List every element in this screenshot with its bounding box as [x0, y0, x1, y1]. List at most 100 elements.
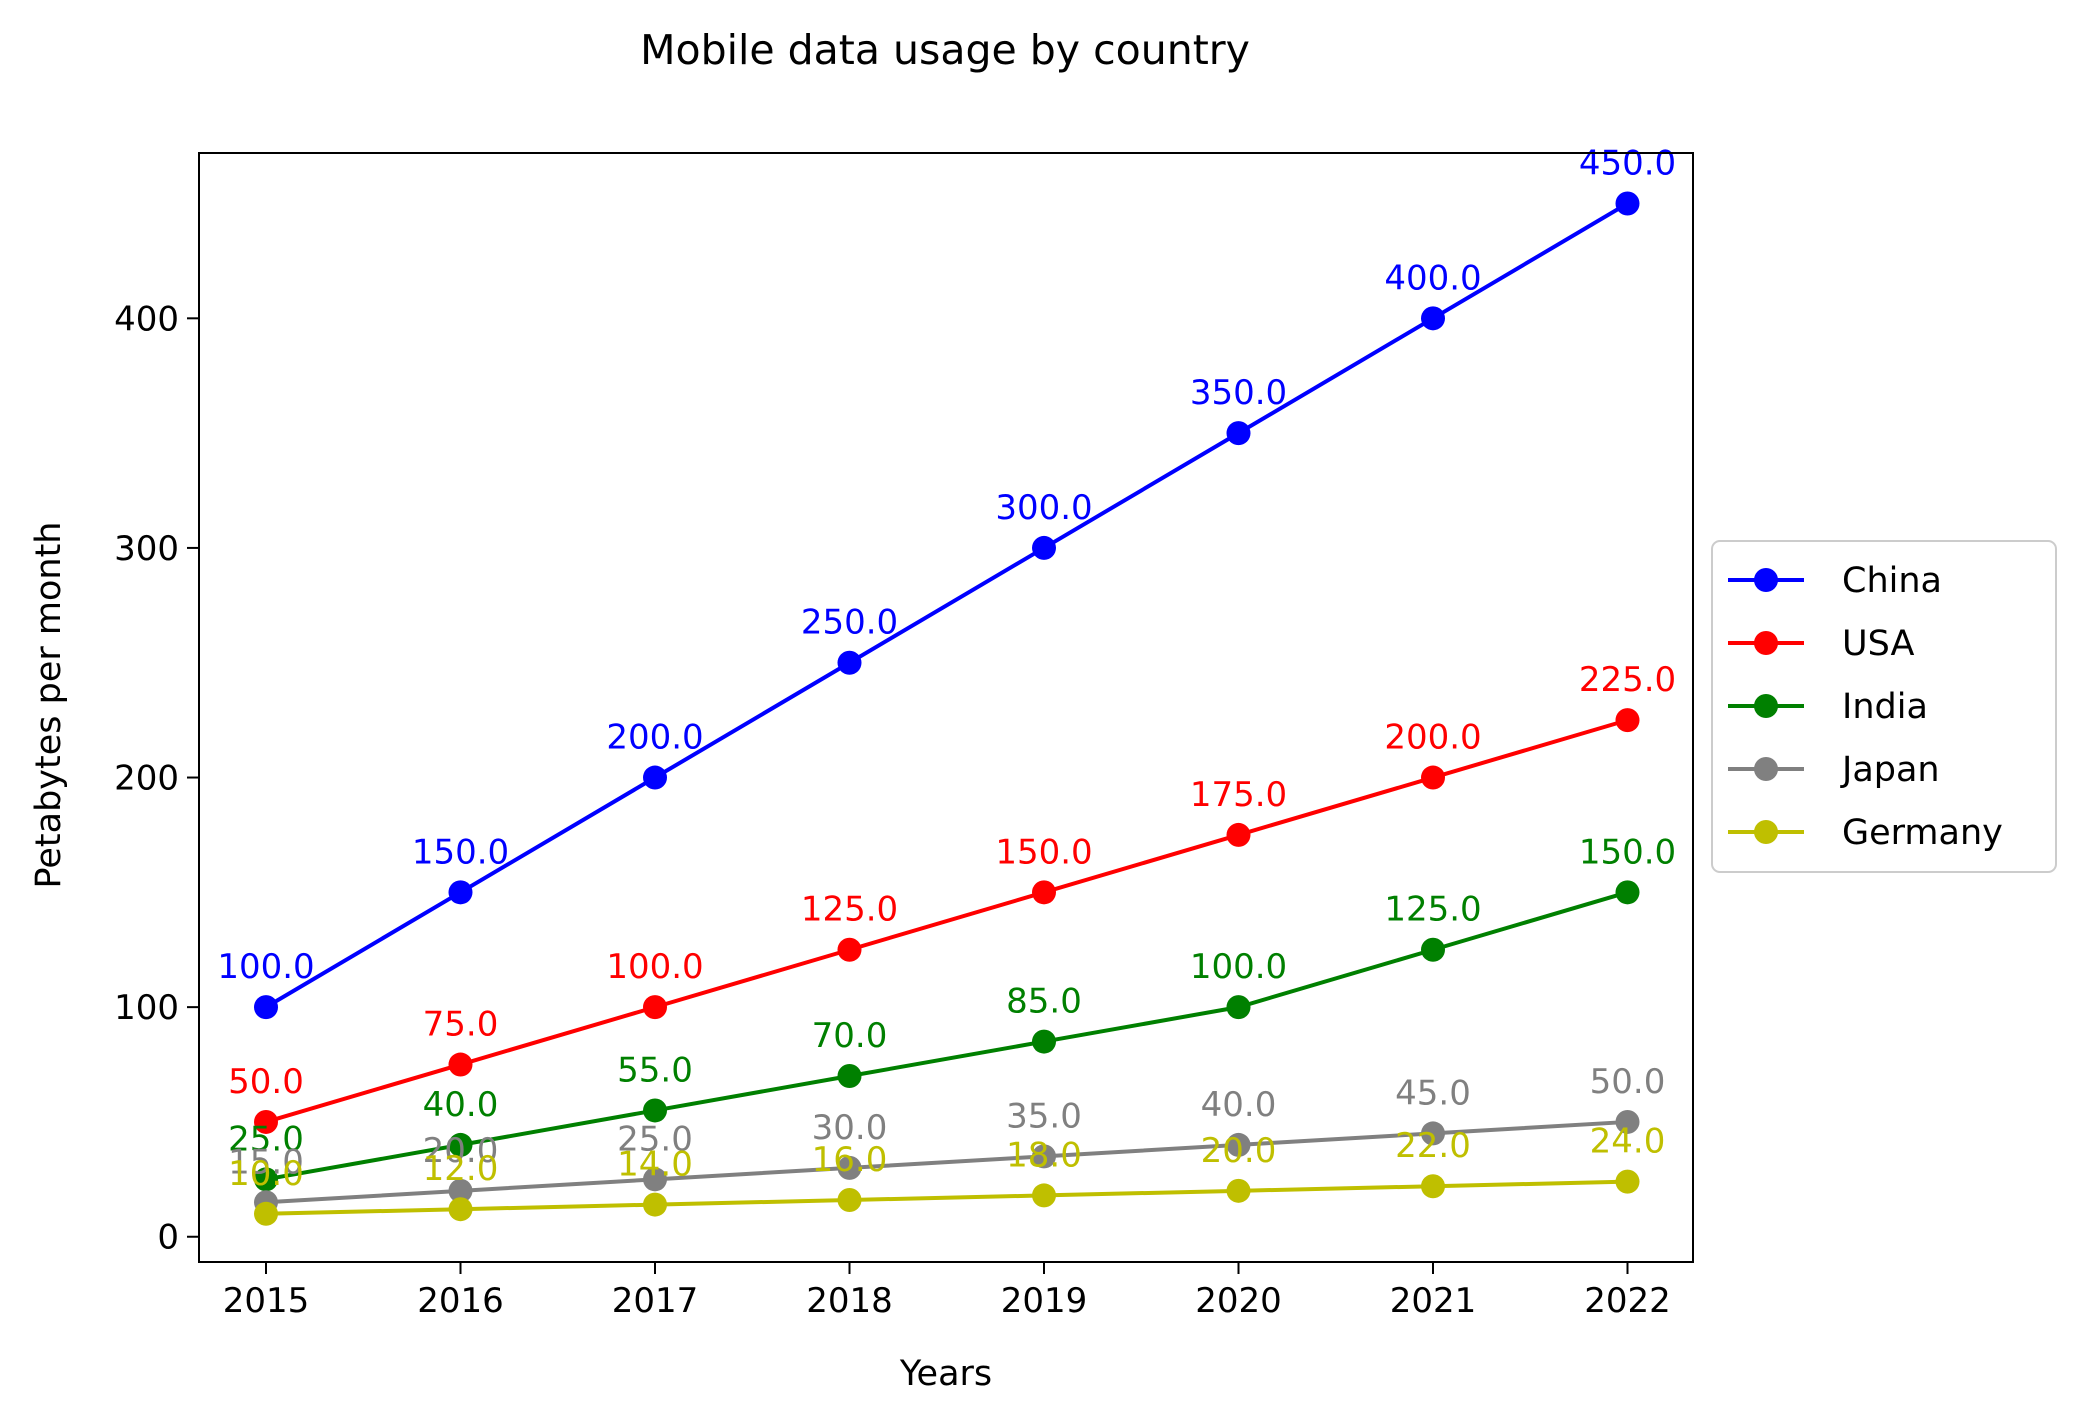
- data-point-japan: [1032, 1144, 1056, 1169]
- data-label-usa: 225.0: [1579, 660, 1676, 700]
- data-labels: 100.0 150.0 200.0 250.0 300.0 350.0 400.0 450.0…: [217, 144, 1676, 1194]
- data-point-japan: [1615, 1109, 1640, 1134]
- data-point-germany: [1421, 1174, 1445, 1199]
- data-point-usa: [1421, 765, 1445, 790]
- x-tick-label: 2022: [1584, 1281, 1671, 1321]
- legend-marker-germany: [1754, 820, 1778, 844]
- legend-marker-india: [1754, 694, 1778, 718]
- y-tick-label: 100: [114, 988, 179, 1028]
- data-label-germany: 20.0: [1201, 1131, 1277, 1171]
- data-label-usa: 150.0: [995, 832, 1092, 872]
- data-label-india: 40.0: [423, 1085, 499, 1125]
- data-point-japan: [1226, 1132, 1251, 1157]
- legend-item-india: India: [1728, 687, 1928, 727]
- data-point-germany: [254, 1201, 278, 1226]
- y-axis-ticks: 0 100 200 300 400: [114, 299, 199, 1258]
- data-label-usa: 100.0: [606, 947, 703, 987]
- data-label-japan: 50.0: [1590, 1062, 1666, 1102]
- data-label-china: 400.0: [1384, 258, 1481, 298]
- data-point-usa: [254, 1109, 278, 1134]
- data-label-germany: 24.0: [1590, 1122, 1666, 1162]
- x-tick-label: 2019: [1001, 1281, 1088, 1321]
- x-tick-label: 2017: [612, 1281, 699, 1321]
- data-point-germany: [448, 1197, 473, 1222]
- data-point-india: [254, 1167, 278, 1192]
- data-label-germany: 12.0: [423, 1149, 499, 1189]
- data-point-japan: [1421, 1121, 1445, 1146]
- legend-label-usa: USA: [1842, 624, 1914, 664]
- data-point-china: [643, 765, 667, 790]
- data-point-germany: [1032, 1183, 1056, 1208]
- x-tick-label: 2021: [1390, 1281, 1477, 1321]
- legend-item-germany: Germany: [1728, 813, 2003, 853]
- x-tick-label: 2016: [417, 1281, 504, 1321]
- data-point-usa: [448, 1052, 473, 1077]
- legend-marker-usa: [1754, 631, 1778, 655]
- series-line-india: [265, 890, 1629, 1182]
- data-point-china: [448, 880, 473, 905]
- data-label-india: 100.0: [1190, 947, 1287, 987]
- data-point-japan: [837, 1155, 862, 1180]
- data-label-india: 70.0: [812, 1016, 888, 1056]
- data-point-china: [1615, 191, 1640, 216]
- data-label-india: 85.0: [1006, 982, 1082, 1022]
- data-point-india: [1421, 937, 1445, 962]
- data-point-india: [1615, 880, 1640, 905]
- legend-item-usa: USA: [1728, 624, 1914, 664]
- series-india: [254, 880, 1640, 1192]
- x-axis-ticks: 2015 2016 2017 2018 2019 2020 2021 2022: [223, 1262, 1671, 1321]
- data-label-germany: 16.0: [812, 1140, 888, 1180]
- data-point-china: [254, 995, 278, 1020]
- y-tick-label: 300: [114, 529, 179, 569]
- data-label-japan: 45.0: [1395, 1073, 1471, 1113]
- y-tick-label: 400: [114, 299, 179, 339]
- legend-marker-china: [1754, 568, 1778, 592]
- legend-item-china: China: [1728, 561, 1942, 601]
- data-label-usa: 75.0: [423, 1005, 499, 1045]
- data-label-japan: 35.0: [1006, 1096, 1082, 1136]
- data-point-india: [448, 1132, 473, 1157]
- data-point-india: [837, 1064, 862, 1089]
- x-tick-label: 2015: [223, 1281, 310, 1321]
- data-point-usa: [837, 937, 862, 962]
- data-label-japan: 25.0: [617, 1119, 693, 1159]
- legend-label-japan: Japan: [1840, 750, 1940, 790]
- data-point-japan: [643, 1167, 667, 1192]
- data-point-japan: [448, 1178, 473, 1203]
- data-label-japan: 40.0: [1201, 1085, 1277, 1125]
- x-tick-label: 2018: [806, 1281, 893, 1321]
- series-line-usa: [265, 718, 1629, 1124]
- data-label-japan: 15.0: [228, 1142, 304, 1182]
- series-layer: [254, 191, 1640, 1226]
- series-line-germany: [265, 1179, 1628, 1216]
- data-label-usa: 125.0: [801, 890, 898, 930]
- legend-box: [1711, 540, 2057, 873]
- legend-label-china: China: [1842, 561, 1942, 601]
- data-point-india: [643, 1098, 667, 1123]
- data-label-china: 350.0: [1190, 373, 1287, 413]
- y-axis-label: Petabytes per month: [29, 522, 69, 889]
- data-label-usa: 175.0: [1190, 775, 1287, 815]
- data-label-china: 200.0: [606, 718, 703, 758]
- data-label-usa: 200.0: [1384, 718, 1481, 758]
- data-point-usa: [1226, 822, 1251, 847]
- data-label-india: 25.0: [228, 1119, 304, 1159]
- series-line-japan: [265, 1119, 1628, 1205]
- series-china: [254, 191, 1640, 1020]
- legend-label-india: India: [1842, 687, 1928, 727]
- data-label-germany: 10.0: [228, 1154, 304, 1194]
- x-axis-label: Years: [899, 1354, 992, 1394]
- data-point-india: [1032, 1029, 1056, 1054]
- series-usa: [254, 708, 1640, 1134]
- y-tick-label: 200: [114, 759, 179, 799]
- data-label-germany: 14.0: [617, 1145, 693, 1185]
- legend-item-japan: Japan: [1728, 750, 1940, 790]
- data-label-china: 250.0: [801, 603, 898, 643]
- data-label-japan: 20.0: [423, 1131, 499, 1171]
- data-label-india: 55.0: [617, 1050, 693, 1090]
- x-tick-label: 2020: [1195, 1281, 1282, 1321]
- chart-title: Mobile data usage by country: [640, 26, 1250, 74]
- data-point-china: [837, 650, 862, 675]
- series-line-china: [264, 201, 1629, 1009]
